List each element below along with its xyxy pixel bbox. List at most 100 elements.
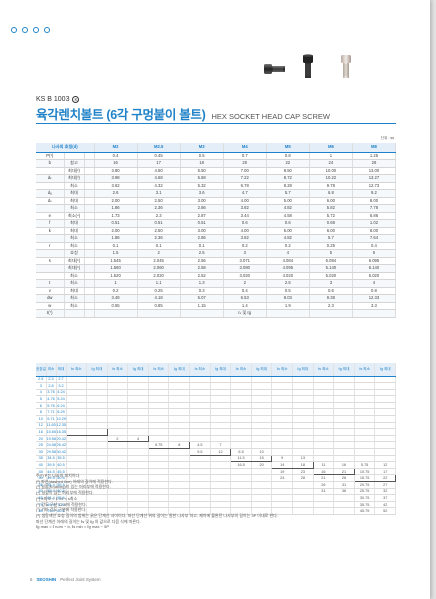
spec-value: 4.32 bbox=[137, 182, 181, 190]
spec-value: 7.22 bbox=[223, 174, 267, 183]
size-header: M5 bbox=[266, 143, 310, 153]
spec-value: 4.50 bbox=[137, 167, 181, 175]
length-cell bbox=[292, 382, 314, 390]
length-value: 49.5 bbox=[46, 474, 57, 482]
spec-symbol bbox=[36, 234, 65, 243]
length-cell bbox=[313, 428, 335, 436]
spec-row: dₐ 최대 2.6 3.1 3.6 4.7 5.7 6.8 9.2 bbox=[36, 189, 397, 198]
size-header: M3 bbox=[180, 143, 224, 153]
length-cell bbox=[66, 422, 88, 430]
spec-value: 4 bbox=[266, 249, 310, 258]
spec-value: 9.78 bbox=[309, 182, 353, 190]
length-cell bbox=[189, 389, 211, 397]
length-cell: 42 bbox=[374, 501, 396, 509]
length-cell bbox=[354, 455, 376, 463]
length-value: 4 bbox=[36, 389, 47, 397]
spec-value: 2.58 bbox=[180, 264, 224, 273]
length-value: 80 bbox=[36, 507, 47, 515]
length-value: 30.42 bbox=[56, 448, 67, 456]
length-cell bbox=[230, 494, 252, 502]
length-cell bbox=[251, 389, 273, 397]
length-cell bbox=[374, 448, 396, 456]
spec-symbol: r bbox=[36, 242, 65, 250]
spec-unit bbox=[84, 279, 95, 288]
length-cell: 45.75 bbox=[354, 507, 376, 515]
length-cell bbox=[292, 408, 314, 417]
spec-unit bbox=[84, 174, 95, 183]
length-cell bbox=[292, 494, 314, 502]
length-cell bbox=[333, 376, 355, 384]
length-row: 30 29.58 30.42 9.5 12 6.5 10 bbox=[36, 448, 396, 456]
length-cell bbox=[86, 481, 108, 489]
spec-value: 6.53 bbox=[223, 294, 267, 303]
length-cell bbox=[189, 455, 211, 463]
length-cell bbox=[148, 455, 170, 463]
spec-value: 3.3 bbox=[352, 302, 397, 310]
dot-icon bbox=[11, 27, 17, 33]
length-cell bbox=[127, 461, 149, 469]
note-line: ℓg max = ℓ nom − b, ℓs min = ℓg max − 5P bbox=[36, 524, 109, 530]
spec-value: 2.060 bbox=[137, 264, 181, 273]
length-cell bbox=[230, 474, 252, 482]
length-pair-label: ℓg 최대 bbox=[168, 363, 191, 377]
spec-value: 5.084 bbox=[309, 257, 353, 265]
length-cell bbox=[313, 441, 335, 450]
spec-unit bbox=[84, 152, 95, 160]
length-value: 2.3 bbox=[46, 376, 57, 384]
spec-subtype: 최대 bbox=[64, 189, 85, 198]
spec-row: v 최대 0.2 0.25 0.3 0.4 0.5 0.6 0.8 bbox=[36, 287, 397, 295]
spec-value: 3.1 bbox=[137, 189, 181, 198]
spec-value: 3.00 bbox=[180, 227, 224, 235]
spec-value: 5.00 bbox=[266, 227, 310, 235]
length-cell bbox=[354, 441, 376, 450]
spec-value: 0.51 bbox=[180, 219, 224, 228]
spec-value: 0.2 bbox=[94, 287, 138, 295]
spec-unit bbox=[84, 219, 95, 228]
spec-value: 0.4 bbox=[223, 287, 267, 295]
length-cell bbox=[292, 501, 314, 509]
length-cell bbox=[313, 507, 335, 515]
length-value: 69.4 bbox=[46, 501, 57, 509]
spec-value: 1.15 bbox=[180, 302, 224, 310]
note-line: (⁸) 생동색인 호칭 길이의 범위는 굵은 단계선 사이이다. 파선 단계선 … bbox=[36, 512, 278, 518]
length-cell bbox=[230, 376, 252, 384]
length-value: 6.24 bbox=[56, 402, 67, 410]
spec-symbol: f bbox=[36, 219, 65, 228]
spec-value: 2.86 bbox=[180, 204, 224, 213]
length-cell bbox=[168, 382, 191, 390]
length-cell bbox=[333, 494, 355, 502]
length-cell bbox=[107, 428, 129, 436]
length-cell bbox=[271, 481, 294, 489]
spec-row: P(¹) 0.4 0.45 0.5 0.7 0.8 1 1.25 bbox=[36, 152, 397, 160]
length-value: 24.58 bbox=[46, 441, 57, 450]
length-cell bbox=[374, 415, 396, 423]
length-value: 70.6 bbox=[56, 501, 67, 509]
length-row: 5 4.76 5.24 bbox=[36, 395, 396, 403]
length-cell bbox=[271, 441, 294, 450]
length-cell bbox=[354, 389, 376, 397]
length-cell bbox=[354, 428, 376, 436]
length-cell bbox=[148, 376, 170, 384]
spec-row: dₖ 최대(³) 3.98 4.68 5.68 7.22 8.72 10.22 13.27 bbox=[36, 174, 397, 183]
spec-value: 5.020 bbox=[309, 272, 353, 280]
length-value: 16.35 bbox=[56, 428, 67, 436]
length-cell bbox=[168, 376, 191, 384]
spec-value: 4.00 bbox=[223, 197, 267, 205]
length-value: 25 bbox=[36, 441, 47, 450]
length-cell bbox=[86, 441, 108, 450]
length-cell bbox=[292, 435, 314, 443]
title-row: 육각렌치볼트 (6각 구멍붙이 볼트) HEX SOCKET HEAD CAP … bbox=[36, 104, 396, 123]
length-cell bbox=[168, 468, 191, 476]
length-cell bbox=[189, 395, 211, 403]
spec-value: 3.62 bbox=[94, 182, 138, 190]
length-cell bbox=[292, 376, 314, 384]
spec-value: 3.020 bbox=[223, 272, 267, 280]
length-cell bbox=[66, 455, 88, 463]
length-cell bbox=[86, 461, 108, 469]
length-cell bbox=[86, 422, 108, 430]
spec-value: 10.22 bbox=[309, 174, 353, 183]
bolt-side-photo bbox=[264, 64, 285, 74]
length-row: 3 2.8 3.2 bbox=[36, 382, 396, 390]
